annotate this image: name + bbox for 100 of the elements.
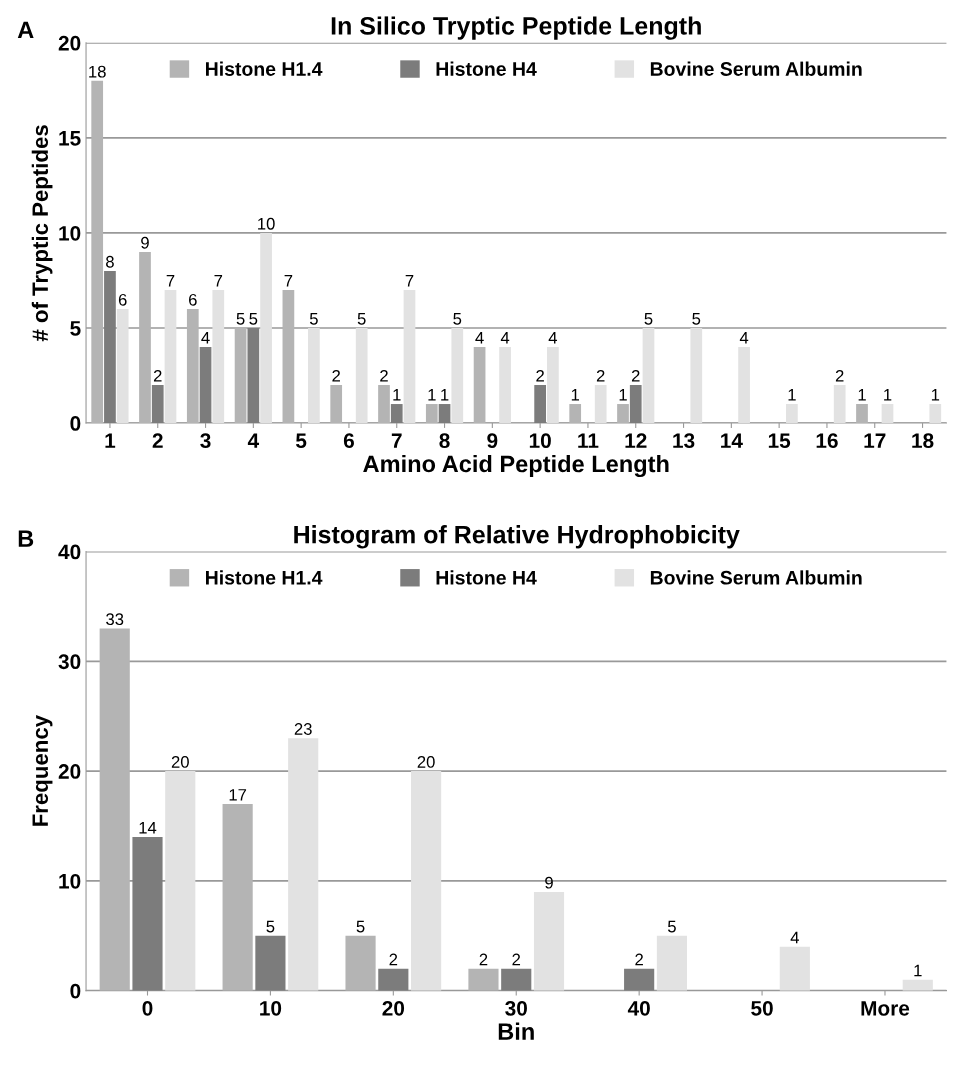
- bar: [260, 232, 272, 424]
- legend-label: Histone H4: [436, 570, 537, 585]
- bar: [222, 804, 253, 991]
- legend-label: Histone H1.4: [206, 570, 323, 585]
- data-label: 5: [309, 313, 318, 325]
- x-tick-label: 14: [721, 433, 743, 448]
- data-label: 2: [153, 369, 162, 382]
- data-label: 20: [171, 756, 189, 768]
- bar: [255, 935, 286, 991]
- data-label: 7: [166, 275, 175, 287]
- bar: [234, 327, 247, 424]
- chart-title: In Silico Tryptic Peptide Length: [331, 16, 701, 40]
- data-label: 6: [189, 293, 197, 306]
- data-label: 5: [453, 313, 462, 325]
- bar: [132, 836, 163, 991]
- bar: [642, 327, 655, 424]
- x-tick-label: 15: [768, 433, 791, 449]
- data-label: 8: [106, 255, 114, 268]
- bar: [569, 404, 582, 424]
- data-label: 18: [89, 65, 106, 78]
- text: A: [17, 21, 34, 38]
- data-label: 5: [692, 313, 701, 325]
- y-tick-label: 20: [58, 764, 81, 779]
- data-label: 1: [619, 389, 627, 401]
- x-tick-label: 18: [912, 433, 934, 449]
- bar: [164, 289, 177, 424]
- data-label: 2: [835, 369, 844, 382]
- data-label: 23: [294, 723, 312, 735]
- data-label: 1: [788, 389, 796, 401]
- bar: [902, 979, 933, 991]
- bar: [411, 771, 442, 991]
- y-axis-title: Frequency: [32, 715, 53, 826]
- bar: [308, 327, 320, 424]
- bar: [547, 347, 559, 424]
- data-label: 5: [357, 313, 366, 325]
- bar: [199, 347, 212, 424]
- bar: [656, 935, 688, 991]
- y-tick-label: 20: [58, 35, 81, 51]
- data-label: 4: [739, 332, 749, 344]
- x-tick-label: 30: [505, 1000, 527, 1016]
- legend-label: Histone H1.4: [206, 61, 323, 76]
- data-label: 2: [631, 369, 640, 382]
- data-label: 5: [356, 920, 365, 933]
- bar: [139, 251, 151, 424]
- bar: [624, 968, 655, 991]
- data-label: 33: [106, 613, 124, 626]
- data-label: 2: [635, 953, 643, 966]
- data-label: 7: [214, 275, 223, 287]
- bar: [378, 385, 390, 424]
- data-label: 1: [571, 389, 580, 401]
- x-tick-label: 7: [391, 433, 402, 448]
- bar: [594, 385, 607, 424]
- data-label: 5: [266, 920, 275, 933]
- data-label: 1: [884, 389, 892, 401]
- bar: [451, 327, 464, 424]
- y-tick-label: 15: [59, 131, 81, 146]
- data-label: 17: [229, 789, 247, 801]
- bar: [104, 270, 116, 424]
- legend-label: Histone H4: [436, 61, 537, 76]
- bar: [786, 404, 798, 424]
- bar: [282, 289, 295, 424]
- data-label: 1: [858, 389, 866, 401]
- data-label: 20: [417, 756, 435, 768]
- data-label: 2: [479, 953, 488, 966]
- data-label: 5: [236, 313, 245, 325]
- x-tick-label: 50: [751, 1000, 773, 1016]
- x-tick-label: 9: [487, 433, 498, 449]
- bar: [779, 946, 810, 991]
- bar: [499, 347, 511, 424]
- legend-label: Bovine Serum Albumin: [650, 61, 862, 76]
- bar: [165, 771, 196, 991]
- data-label: 9: [141, 236, 149, 249]
- bar: [247, 327, 260, 424]
- x-tick-label: 17: [864, 433, 886, 448]
- x-tick-label: 12: [625, 433, 647, 448]
- chart-title: Histogram of Relative Hydrophobicity: [294, 525, 740, 549]
- y-tick-label: 40: [58, 544, 81, 560]
- data-label: 1: [914, 964, 922, 977]
- x-tick-label: 13: [673, 433, 695, 449]
- x-tick-label: 16: [816, 433, 838, 449]
- x-tick-label: 10: [260, 1000, 282, 1016]
- x-axis-title: Amino Acid Peptide Length: [363, 454, 669, 478]
- x-tick-label: 2: [152, 433, 163, 448]
- y-tick-label: 0: [70, 416, 81, 431]
- data-label: 2: [332, 369, 340, 382]
- bar: [212, 289, 225, 424]
- bar: [355, 327, 368, 424]
- bar: [533, 891, 565, 991]
- bar: [856, 404, 868, 424]
- bar: [403, 289, 416, 424]
- legend-label: Bovine Serum Albumin: [650, 570, 862, 585]
- x-tick-label: 11: [578, 433, 599, 448]
- y-tick-label: 5: [70, 321, 81, 336]
- y-tick-label: 0: [70, 983, 81, 999]
- data-label: 9: [545, 876, 553, 889]
- bar: [425, 404, 438, 424]
- bar: [378, 968, 409, 991]
- y-tick-label: 10: [59, 225, 81, 241]
- bar: [151, 385, 164, 424]
- x-tick-label: 20: [382, 1000, 405, 1016]
